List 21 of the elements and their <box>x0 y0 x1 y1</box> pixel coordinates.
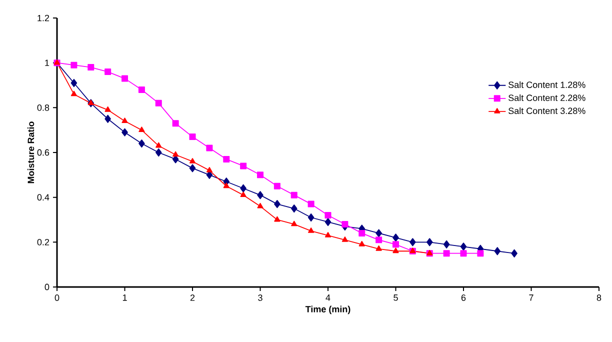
legend-label: Salt Content 1.28% <box>508 81 586 88</box>
x-tick-label: 5 <box>394 294 398 301</box>
x-tick-label: 1 <box>122 294 127 301</box>
y-tick-label: 1.2 <box>38 14 50 22</box>
x-tick-label: 8 <box>596 294 602 301</box>
y-tick-label: 0.6 <box>37 149 50 156</box>
legend-label: Salt Content 3.28% <box>508 107 586 114</box>
y-tick-label: 1 <box>45 60 50 66</box>
x-tick-label: 6 <box>461 294 466 301</box>
x-axis-title: Time (min) <box>305 306 350 314</box>
y-tick-label: 0.2 <box>37 238 50 246</box>
y-tick-label: 0 <box>44 284 50 290</box>
x-tick-label: 3 <box>258 294 262 301</box>
x-tick-label: 7 <box>529 294 534 301</box>
x-tick-label: 4 <box>326 294 330 301</box>
y-axis-title: Moisture Ratio <box>27 122 34 184</box>
x-tick-label: 0 <box>54 294 60 301</box>
y-tick-label: 0.4 <box>37 194 50 201</box>
y-tick-label: 0.8 <box>37 104 50 111</box>
x-tick-label: 2 <box>190 294 195 301</box>
legend-label: Salt Content 2.28% <box>508 94 586 102</box>
